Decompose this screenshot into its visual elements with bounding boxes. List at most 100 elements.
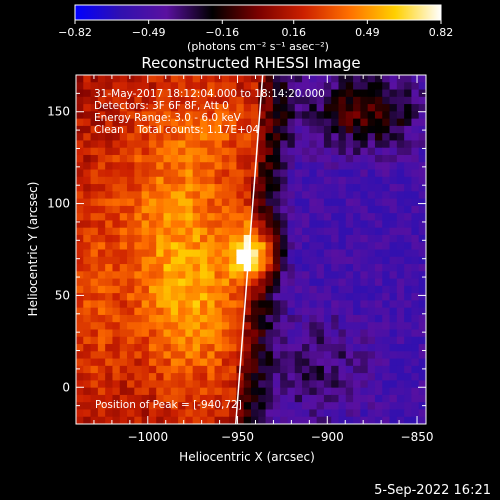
heatmap-cell	[185, 96, 194, 105]
heatmap-cell	[156, 314, 165, 323]
heatmap-cell	[280, 133, 289, 142]
heatmap-cell	[309, 176, 318, 185]
heatmap-cell	[287, 96, 296, 105]
heatmap-cell	[199, 125, 208, 134]
heatmap-cell	[119, 293, 128, 301]
heatmap-cell	[105, 249, 114, 258]
heatmap-cell	[418, 351, 426, 360]
heatmap-cell	[221, 380, 230, 389]
heatmap-cell	[309, 184, 318, 192]
heatmap-cell	[156, 154, 165, 163]
heatmap-cell	[287, 154, 296, 163]
heatmap-cell	[243, 387, 252, 396]
heatmap-cell	[97, 256, 106, 265]
heatmap-cell	[316, 213, 325, 222]
heatmap-cell	[207, 314, 216, 323]
heatmap-cell	[214, 89, 223, 98]
heatmap-cell	[236, 256, 245, 265]
heatmap-cell	[97, 198, 106, 207]
heatmap-cell	[119, 184, 128, 192]
heatmap-cell	[374, 329, 383, 338]
heatmap-cell	[119, 234, 128, 243]
heatmap-cell	[112, 227, 121, 236]
heatmap-cell	[396, 344, 405, 352]
heatmap-cell	[316, 307, 325, 316]
heatmap-cell	[76, 249, 84, 258]
heatmap-cell	[105, 184, 114, 192]
heatmap-cell	[251, 75, 259, 83]
heatmap-cell	[345, 365, 354, 374]
heatmap-cell	[251, 82, 259, 91]
heatmap-cell	[127, 314, 135, 323]
heatmap-cell	[192, 365, 201, 374]
heatmap-cell	[156, 380, 165, 389]
heatmap-cell	[105, 416, 114, 424]
heatmap-cell	[258, 394, 267, 403]
heatmap-cell	[192, 213, 201, 222]
heatmap-cell	[90, 205, 99, 214]
heatmap-cell	[119, 191, 128, 200]
heatmap-cell	[76, 322, 84, 331]
heatmap-cell	[90, 329, 99, 338]
heatmap-cell	[207, 125, 216, 134]
heatmap-cell	[119, 344, 128, 352]
heatmap-cell	[411, 104, 420, 112]
heatmap-cell	[119, 394, 128, 403]
heatmap-cell	[192, 373, 201, 381]
heatmap-cell	[163, 198, 172, 207]
heatmap-cell	[316, 300, 325, 309]
heatmap-cell	[345, 213, 354, 222]
heatmap-cell	[163, 242, 172, 251]
heatmap-cell	[83, 380, 92, 389]
heatmap-cell	[141, 162, 150, 171]
heatmap-cell	[185, 293, 194, 301]
heatmap-cell	[258, 242, 267, 251]
heatmap-cell	[382, 249, 391, 258]
heatmap-cell	[148, 154, 157, 163]
heatmap-cell	[229, 351, 238, 360]
heatmap-cell	[207, 416, 216, 424]
heatmap-cell	[127, 344, 135, 352]
heatmap-cell	[119, 176, 128, 185]
heatmap-cell	[214, 147, 223, 156]
heatmap-cell	[185, 416, 194, 424]
heatmap-cell	[287, 264, 296, 272]
heatmap-cell	[221, 111, 230, 120]
heatmap-cell	[272, 365, 281, 374]
heatmap-cell	[280, 104, 289, 112]
heatmap-cell	[170, 96, 179, 105]
heatmap-cell	[251, 96, 259, 105]
heatmap-cell	[207, 336, 216, 345]
heatmap-cell	[382, 205, 391, 214]
heatmap-cell	[229, 394, 238, 403]
heatmap-cell	[309, 380, 318, 389]
heatmap-cell	[119, 125, 128, 134]
heatmap-cell	[214, 96, 223, 105]
heatmap-cell	[389, 264, 398, 272]
heatmap-cell	[236, 140, 245, 149]
heatmap-cell	[294, 336, 303, 345]
heatmap-cell	[323, 184, 332, 192]
heatmap-cell	[170, 387, 179, 396]
heatmap-cell	[207, 205, 216, 214]
heatmap-cell	[97, 242, 106, 251]
heatmap-cell	[229, 89, 238, 98]
heatmap-cell	[148, 89, 157, 98]
heatmap-cell	[178, 329, 186, 338]
heatmap-cell	[141, 133, 150, 142]
heatmap-cell	[280, 162, 289, 171]
heatmap-cell	[374, 351, 383, 360]
heatmap-cell	[221, 162, 230, 171]
heatmap-cell	[221, 234, 230, 243]
heatmap-cell	[302, 409, 310, 418]
heatmap-cell	[411, 111, 420, 120]
heatmap-cell	[404, 409, 413, 418]
heatmap-cell	[374, 256, 383, 265]
heatmap-cell	[127, 213, 135, 222]
heatmap-cell	[141, 365, 150, 374]
heatmap-cell	[338, 169, 347, 178]
heatmap-cell	[323, 176, 332, 185]
heatmap-cell	[374, 293, 383, 301]
heatmap-cell	[243, 358, 252, 367]
heatmap-cell	[302, 147, 310, 156]
